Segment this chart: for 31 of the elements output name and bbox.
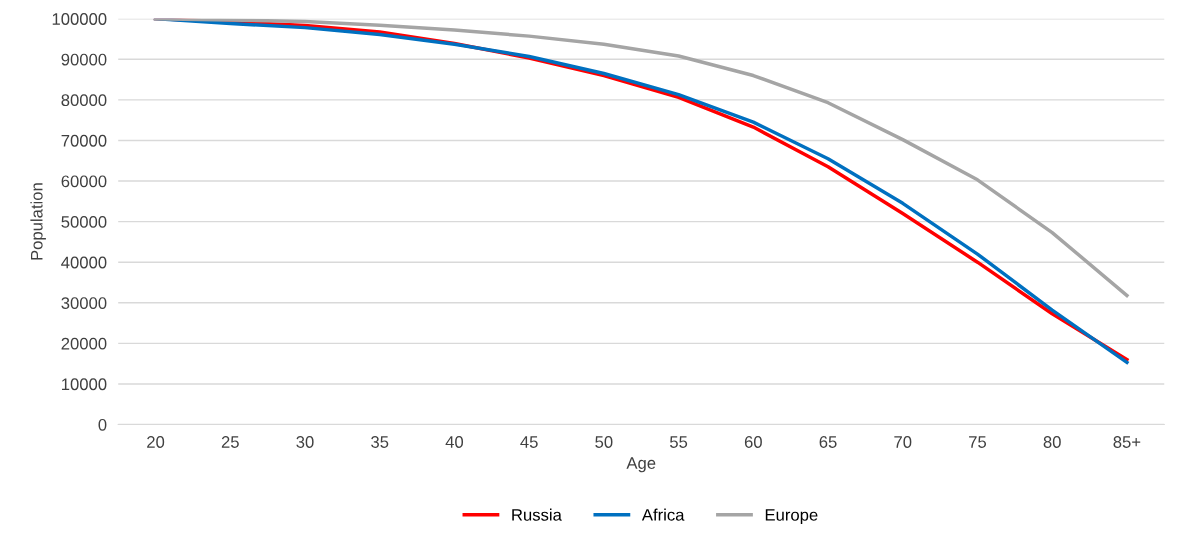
y-tick-label: 60000 <box>61 175 107 188</box>
legend-label: Europe <box>765 509 818 525</box>
y-tick-label: 50000 <box>61 216 107 228</box>
y-tick-label: 30000 <box>61 297 107 309</box>
x-tick-label: 25 <box>221 436 239 448</box>
x-tick-label: 70 <box>894 436 912 448</box>
y-tick-label: 0 <box>98 418 107 431</box>
x-tick-label: 20 <box>147 436 165 448</box>
y-tick-label: 80000 <box>61 94 107 107</box>
x-tick-label: 85+ <box>1113 436 1141 448</box>
x-tick-label: 80 <box>1043 436 1061 448</box>
x-tick-label: 35 <box>371 436 389 448</box>
y-tick-label: 40000 <box>61 256 107 269</box>
legend-label: Russia <box>512 508 562 521</box>
x-tick-label: 75 <box>969 436 987 448</box>
y-tick-label: 20000 <box>61 337 107 350</box>
legend-label: Africa <box>641 508 685 521</box>
y-tick-label: 100000 <box>52 13 107 25</box>
line-series <box>153 18 1129 298</box>
x-tick-label: 45 <box>520 436 538 448</box>
x-tick-label: 65 <box>819 436 837 448</box>
x-tick-label: 30 <box>296 436 314 448</box>
x-axis-title: Age <box>626 457 656 473</box>
x-tick-label: 60 <box>744 436 762 448</box>
x-tick-label: 40 <box>445 436 464 448</box>
x-tick-label: 50 <box>595 436 613 448</box>
y-tick-label: 10000 <box>62 378 107 391</box>
y-tick-label: 70000 <box>61 134 107 147</box>
x-tick-label: 55 <box>669 436 688 448</box>
y-tick-label: 90000 <box>61 53 107 66</box>
y-axis-title: Population <box>30 183 46 260</box>
